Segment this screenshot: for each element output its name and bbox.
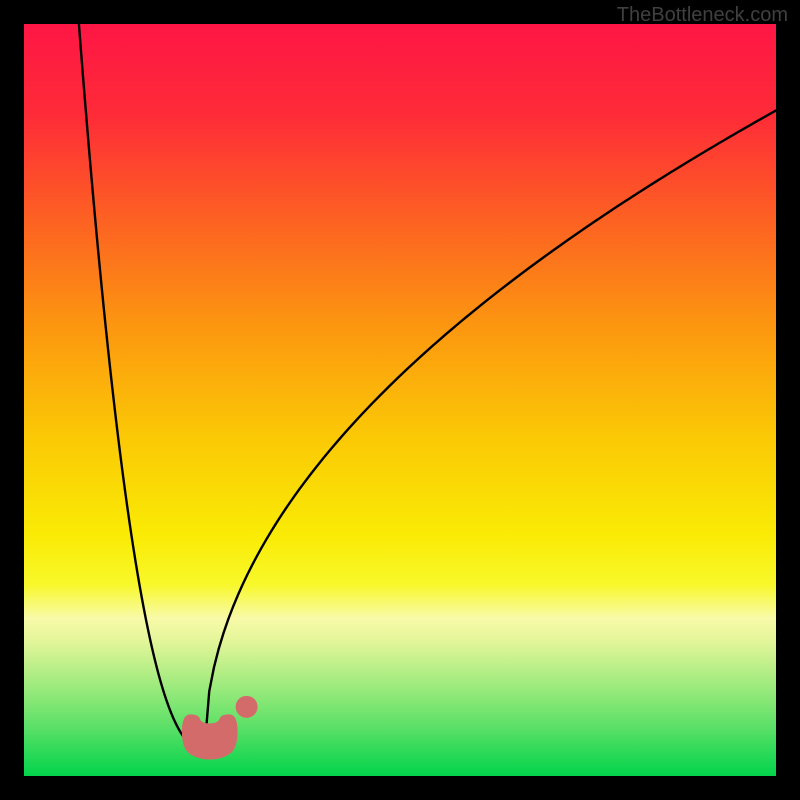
chart-container: TheBottleneck.com	[0, 0, 800, 800]
plot-background	[24, 24, 776, 776]
marker-dot	[236, 696, 258, 718]
watermark-text: TheBottleneck.com	[617, 4, 788, 27]
bottleneck-chart	[0, 0, 800, 800]
